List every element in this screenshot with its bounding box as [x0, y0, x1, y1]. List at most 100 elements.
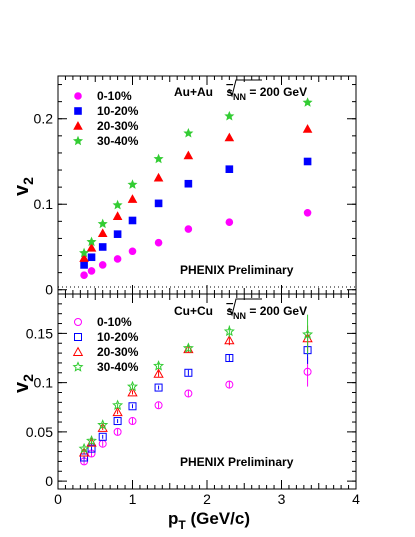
sqrt-symbol-auau	[228, 79, 262, 98]
data-point	[126, 380, 139, 392]
data-point	[154, 383, 163, 392]
data-point	[302, 328, 314, 340]
y-tick-label: 0.2	[34, 111, 54, 127]
legend-marker	[72, 135, 84, 146]
y-tick-label: 0.1	[34, 375, 54, 391]
data-point	[80, 271, 88, 279]
legend-marker	[74, 92, 82, 100]
data-point	[128, 216, 137, 225]
data-point	[112, 399, 124, 410]
legend-marker	[74, 107, 82, 115]
data-point	[224, 110, 235, 121]
legend-marker	[73, 121, 83, 130]
data-point	[98, 243, 107, 251]
legend-marker	[74, 318, 82, 326]
data-point	[86, 242, 97, 252]
data-point	[184, 179, 193, 188]
series-30-40%	[78, 314, 314, 454]
annotation-auau: PHENIX Preliminary	[180, 263, 294, 277]
collision-title-auau: Au+Au sNN = 200 GeV	[174, 85, 307, 102]
legend-label: 30-40%	[97, 134, 139, 148]
data-point	[79, 253, 89, 262]
data-point	[154, 238, 163, 247]
x-tick-label: 4	[352, 491, 360, 507]
data-point	[127, 387, 138, 397]
data-point	[184, 368, 193, 377]
y-ticks-cucu: 0 0.05 0.1 0.15	[26, 293, 356, 489]
legend-marker	[72, 361, 84, 372]
series-0-10%	[80, 208, 312, 279]
data-point	[153, 153, 164, 164]
data-point	[223, 325, 235, 337]
data-point	[183, 150, 194, 160]
data-point	[87, 444, 96, 453]
data-point	[225, 218, 234, 226]
legend-label: 10-20%	[97, 330, 139, 344]
x-tick-label: 3	[278, 491, 286, 507]
data-point	[112, 406, 123, 417]
data-point	[303, 208, 312, 217]
collision-title-cucu: Cu+Cu sNN = 200 GeV	[174, 304, 307, 321]
data-point	[98, 432, 107, 441]
data-point	[87, 253, 96, 262]
x-tick-label: 0	[54, 491, 62, 507]
legend-cucu: 0-10%10-20%20-30%30-40%	[72, 315, 139, 374]
data-point	[97, 419, 109, 430]
data-point	[154, 401, 163, 410]
legend-label: 0-10%	[97, 315, 132, 329]
series-20-30%	[79, 124, 313, 262]
data-point	[224, 132, 235, 142]
data-point	[79, 247, 90, 258]
panel-cucu: 0 0.05 0.1 0.15 0 1 2 3 4 v2 Cu+Cu sNN = 200 Ge…	[11, 293, 360, 532]
y-axis-label-cucu: v2	[11, 374, 36, 393]
legend-auau: 0-10%10-20%20-30%30-40%	[72, 89, 139, 148]
data-point	[113, 230, 122, 238]
data-point	[113, 255, 122, 263]
legend-marker	[72, 346, 84, 356]
data-point	[127, 179, 138, 189]
frame-cucu	[57, 293, 357, 490]
data-point	[98, 261, 107, 269]
data-point	[113, 417, 122, 426]
data-point	[128, 402, 137, 411]
series-10-20%	[80, 157, 312, 269]
y-tick-label: 0	[45, 282, 53, 298]
legend-label: 0-10%	[97, 89, 132, 103]
data-point	[183, 128, 194, 138]
data-point	[302, 124, 313, 133]
legend-marker	[74, 333, 82, 341]
sqrt-symbol-cucu	[228, 298, 262, 317]
data-point	[112, 199, 123, 210]
data-point	[97, 218, 108, 229]
legend-label: 10-20%	[97, 104, 139, 118]
data-point	[127, 194, 138, 203]
data-point	[153, 360, 165, 371]
data-point	[86, 236, 97, 247]
markers-cucu	[78, 314, 314, 466]
y-tick-label: 0.15	[26, 325, 53, 341]
data-point	[225, 354, 234, 363]
markers-auau	[79, 97, 313, 279]
data-point	[112, 211, 123, 220]
data-point	[80, 261, 88, 269]
y-axis-label-auau: v2	[11, 177, 36, 196]
data-point	[182, 342, 194, 353]
data-point	[154, 199, 163, 208]
data-point	[87, 267, 96, 275]
series-30-40%	[79, 97, 313, 258]
y-tick-label: 0.05	[26, 424, 53, 440]
data-point	[225, 380, 234, 389]
data-point	[97, 228, 108, 238]
x-axis-label: pT (GeV/c)	[168, 509, 250, 532]
legend-label: 20-30%	[97, 119, 139, 133]
data-point	[303, 367, 312, 376]
data-point	[86, 434, 98, 446]
x-tick-label: 1	[129, 491, 137, 507]
legend-label: 30-40%	[97, 360, 139, 374]
data-point	[303, 157, 312, 166]
data-point	[153, 368, 164, 378]
data-point	[153, 172, 164, 182]
panel-auau: 0 0.1 0.2 v2 Au+Au sNN = 200 GeV 0-10%10-2…	[11, 75, 357, 298]
data-point	[78, 442, 90, 454]
